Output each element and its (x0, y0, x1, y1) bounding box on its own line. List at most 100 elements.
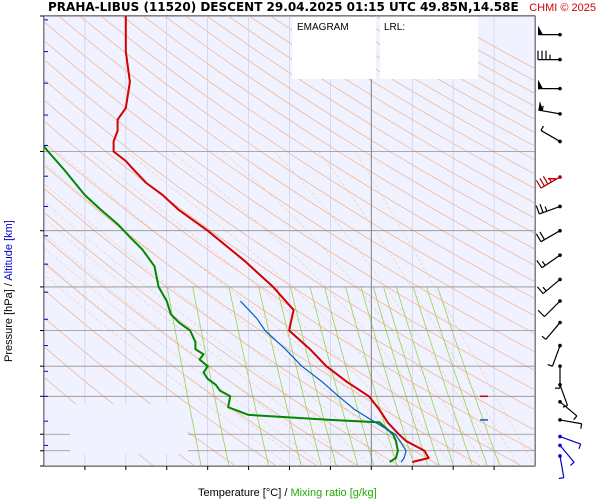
wind-barb-dot (558, 86, 562, 91)
wind-barb (535, 228, 562, 243)
wind-barb (538, 101, 562, 116)
moist-adiabat (273, 151, 503, 466)
wind-barb-pennant (538, 101, 544, 111)
wind-barb-half-feather (580, 423, 583, 429)
wind-barb (536, 253, 562, 269)
wind-barb-half-feather (569, 461, 575, 466)
wind-barb (537, 50, 562, 62)
wind-barb (541, 320, 562, 340)
wind-barb-feather (539, 203, 544, 213)
wind-barb (558, 382, 569, 408)
wind-barb (547, 343, 562, 367)
wind-barb-staff (545, 322, 561, 340)
wind-barb-dot (558, 399, 562, 404)
wind-barb-half-feather (541, 261, 546, 266)
wind-barb (558, 443, 575, 466)
wind-barb-dot (558, 32, 562, 37)
wind-barb-dot (558, 454, 562, 458)
wind-barb-half-feather (540, 125, 544, 131)
lrl-heading: LRL: (384, 22, 405, 33)
series-temperature-line (112, 16, 430, 463)
dry-adiabat (58, 16, 535, 335)
wind-barb-dot (558, 253, 562, 257)
wind-barb (558, 418, 583, 429)
wind-barb-feather (537, 309, 545, 318)
wind-barb-staff (559, 435, 581, 445)
wind-barb-feather (536, 286, 544, 294)
y-axis-title: Pressure [hPa] / Altitude [km] (3, 220, 15, 362)
moist-adiabat (44, 273, 290, 466)
wind-barb-half-feather (573, 415, 578, 421)
levels-table-box (70, 404, 188, 454)
ylabel-pressure: Pressure [hPa] / (3, 281, 15, 362)
dry-adiabat (44, 21, 535, 353)
wind-barb-pennant (538, 25, 543, 35)
wind-barb-half-feather (544, 206, 548, 212)
wind-barb-feather (535, 233, 542, 243)
wind-barb-dot (558, 57, 562, 62)
wind-barb (537, 299, 562, 318)
wind-barb-dot (558, 382, 562, 387)
wind-barb (536, 277, 562, 295)
moist-adiabat (44, 233, 339, 466)
wind-barb-half-feather (578, 443, 582, 449)
wind-barb-feather (535, 205, 540, 215)
lrl-box (380, 17, 478, 79)
wind-barb-dot (558, 320, 562, 325)
ylabel-altitude: Altitude [km] (3, 220, 15, 281)
wind-barb-dot (558, 204, 562, 209)
xlabel-mixing-ratio: Mixing ratio [g/kg] (290, 487, 376, 499)
dry-adiabat (164, 16, 535, 250)
moist-adiabat (44, 201, 372, 466)
wind-barb-staff (540, 129, 561, 142)
dry-adiabat (142, 16, 535, 266)
wind-barb-staff (559, 419, 582, 425)
wind-barb (558, 454, 565, 480)
moist-adiabat (126, 151, 454, 466)
wind-barb (535, 203, 562, 215)
wind-barb-feather (536, 260, 543, 269)
wind-barb-dot (558, 443, 562, 448)
credit-label: CHMI © 2025 (529, 2, 596, 14)
dry-adiabat (227, 16, 535, 204)
wind-barb (540, 125, 562, 144)
wind-barb-half-feather (547, 363, 553, 367)
x-axis-title: Temperature [°C] / Mixing ratio [g/kg] (198, 487, 377, 499)
series-wet-bulb-temp--line (239, 300, 407, 463)
wind-barb (558, 434, 582, 449)
wind-barb-dot (558, 228, 562, 233)
dry-adiabat (100, 16, 535, 300)
xlabel-temperature: Temperature [°C] / (198, 487, 290, 499)
wind-barb-dot (558, 299, 562, 303)
wind-barb-staff (539, 205, 561, 215)
wind-barb-feather (542, 175, 549, 185)
wind-barb-dot (558, 343, 562, 348)
wind-barb-dot (558, 418, 562, 422)
chart-title: PRAHA-LIBUS (11520) DESCENT 29.04.2025 0… (48, 0, 519, 14)
wind-barb-staff (559, 384, 569, 406)
wind-barb-pennant (538, 79, 543, 89)
wind-barb-staff (542, 278, 561, 295)
dry-adiabat (44, 79, 535, 411)
legend-box (292, 17, 376, 79)
wind-barb-half-feather (541, 105, 544, 111)
wind-barb-staff (559, 455, 565, 478)
wind-barb-staff (544, 300, 561, 318)
legend-heading: EMAGRAM (297, 22, 349, 33)
dry-adiabat (44, 59, 535, 391)
moist-adiabat (44, 261, 307, 466)
moist-adiabat (88, 151, 438, 466)
wind-barb-staff (559, 445, 575, 463)
wind-barb-dot (558, 277, 562, 282)
wind-barb-dot (558, 364, 562, 368)
wind-barb (558, 399, 578, 421)
dry-adiabat (121, 16, 535, 283)
wind-barb-feather (535, 179, 542, 189)
wind-barb-half-feather (558, 477, 564, 480)
dry-adiabat (206, 16, 535, 219)
wind-barb (538, 25, 562, 37)
wind-barb-staff (551, 345, 561, 367)
dry-adiabat (185, 16, 535, 234)
series-dew-point-line (44, 144, 399, 463)
